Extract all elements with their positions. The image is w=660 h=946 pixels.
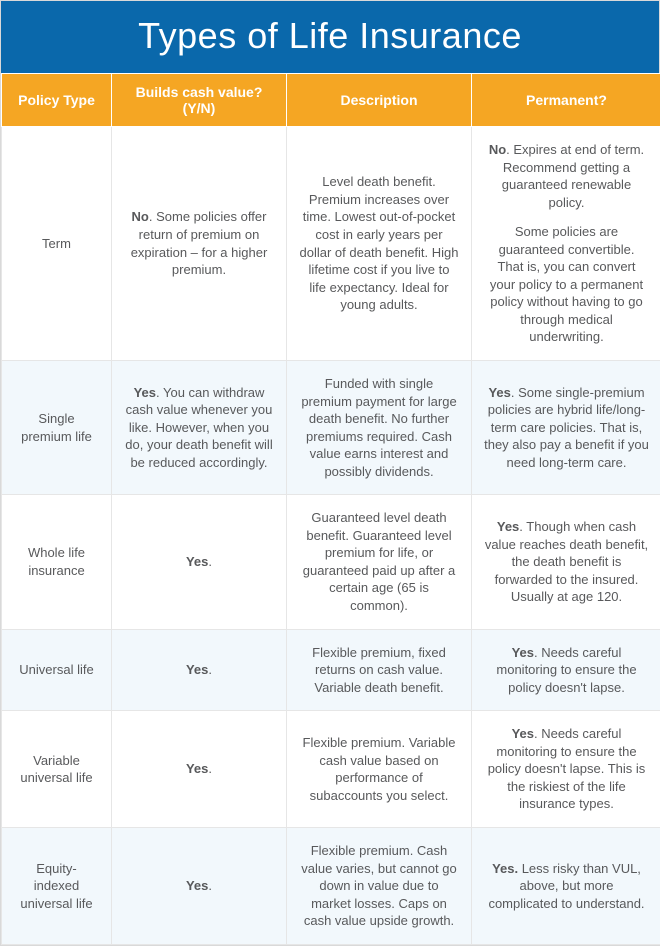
page-title: Types of Life Insurance — [1, 1, 659, 73]
table-row: Single premium lifeYes. You can withdraw… — [2, 361, 660, 495]
cell-description: Flexible premium, fixed returns on cash … — [287, 629, 472, 711]
header-row: Policy Type Builds cash value? (Y/N) Des… — [2, 74, 660, 127]
col-policy-type: Policy Type — [2, 74, 112, 127]
col-permanent: Permanent? — [472, 74, 660, 127]
cell-policy-type: Whole life insurance — [2, 495, 112, 629]
cell-permanent: No. Expires at end of term. Recommend ge… — [472, 127, 660, 361]
cell-cash-value: Yes. You can withdraw cash value wheneve… — [112, 361, 287, 495]
col-cash-value: Builds cash value? (Y/N) — [112, 74, 287, 127]
cell-description: Flexible premium. Cash value varies, but… — [287, 827, 472, 944]
insurance-table-container: Types of Life Insurance Policy Type Buil… — [0, 0, 660, 946]
cell-policy-type: Single premium life — [2, 361, 112, 495]
insurance-table: Policy Type Builds cash value? (Y/N) Des… — [1, 73, 660, 945]
table-row: TermNo. Some policies offer return of pr… — [2, 127, 660, 361]
cell-cash-value: Yes. — [112, 711, 287, 828]
cell-permanent: Yes. Less risky than VUL, above, but mor… — [472, 827, 660, 944]
table-row: Variable universal lifeYes.Flexible prem… — [2, 711, 660, 828]
cell-policy-type: Universal life — [2, 629, 112, 711]
cell-description: Level death benefit. Premium increases o… — [287, 127, 472, 361]
table-body: TermNo. Some policies offer return of pr… — [2, 127, 660, 945]
cell-policy-type: Equity-indexed universal life — [2, 827, 112, 944]
table-row: Equity-indexed universal lifeYes.Flexibl… — [2, 827, 660, 944]
cell-description: Funded with single premium payment for l… — [287, 361, 472, 495]
cell-description: Flexible premium. Variable cash value ba… — [287, 711, 472, 828]
cell-permanent: Yes. Needs careful monitoring to ensure … — [472, 629, 660, 711]
cell-permanent: Yes. Some single-premium policies are hy… — [472, 361, 660, 495]
col-description: Description — [287, 74, 472, 127]
table-row: Universal lifeYes.Flexible premium, fixe… — [2, 629, 660, 711]
cell-policy-type: Variable universal life — [2, 711, 112, 828]
cell-cash-value: No. Some policies offer return of premiu… — [112, 127, 287, 361]
cell-permanent: Yes. Needs careful monitoring to ensure … — [472, 711, 660, 828]
cell-description: Guaranteed level death benefit. Guarante… — [287, 495, 472, 629]
cell-cash-value: Yes. — [112, 827, 287, 944]
table-row: Whole life insuranceYes.Guaranteed level… — [2, 495, 660, 629]
cell-permanent: Yes. Though when cash value reaches deat… — [472, 495, 660, 629]
cell-policy-type: Term — [2, 127, 112, 361]
cell-cash-value: Yes. — [112, 495, 287, 629]
cell-cash-value: Yes. — [112, 629, 287, 711]
